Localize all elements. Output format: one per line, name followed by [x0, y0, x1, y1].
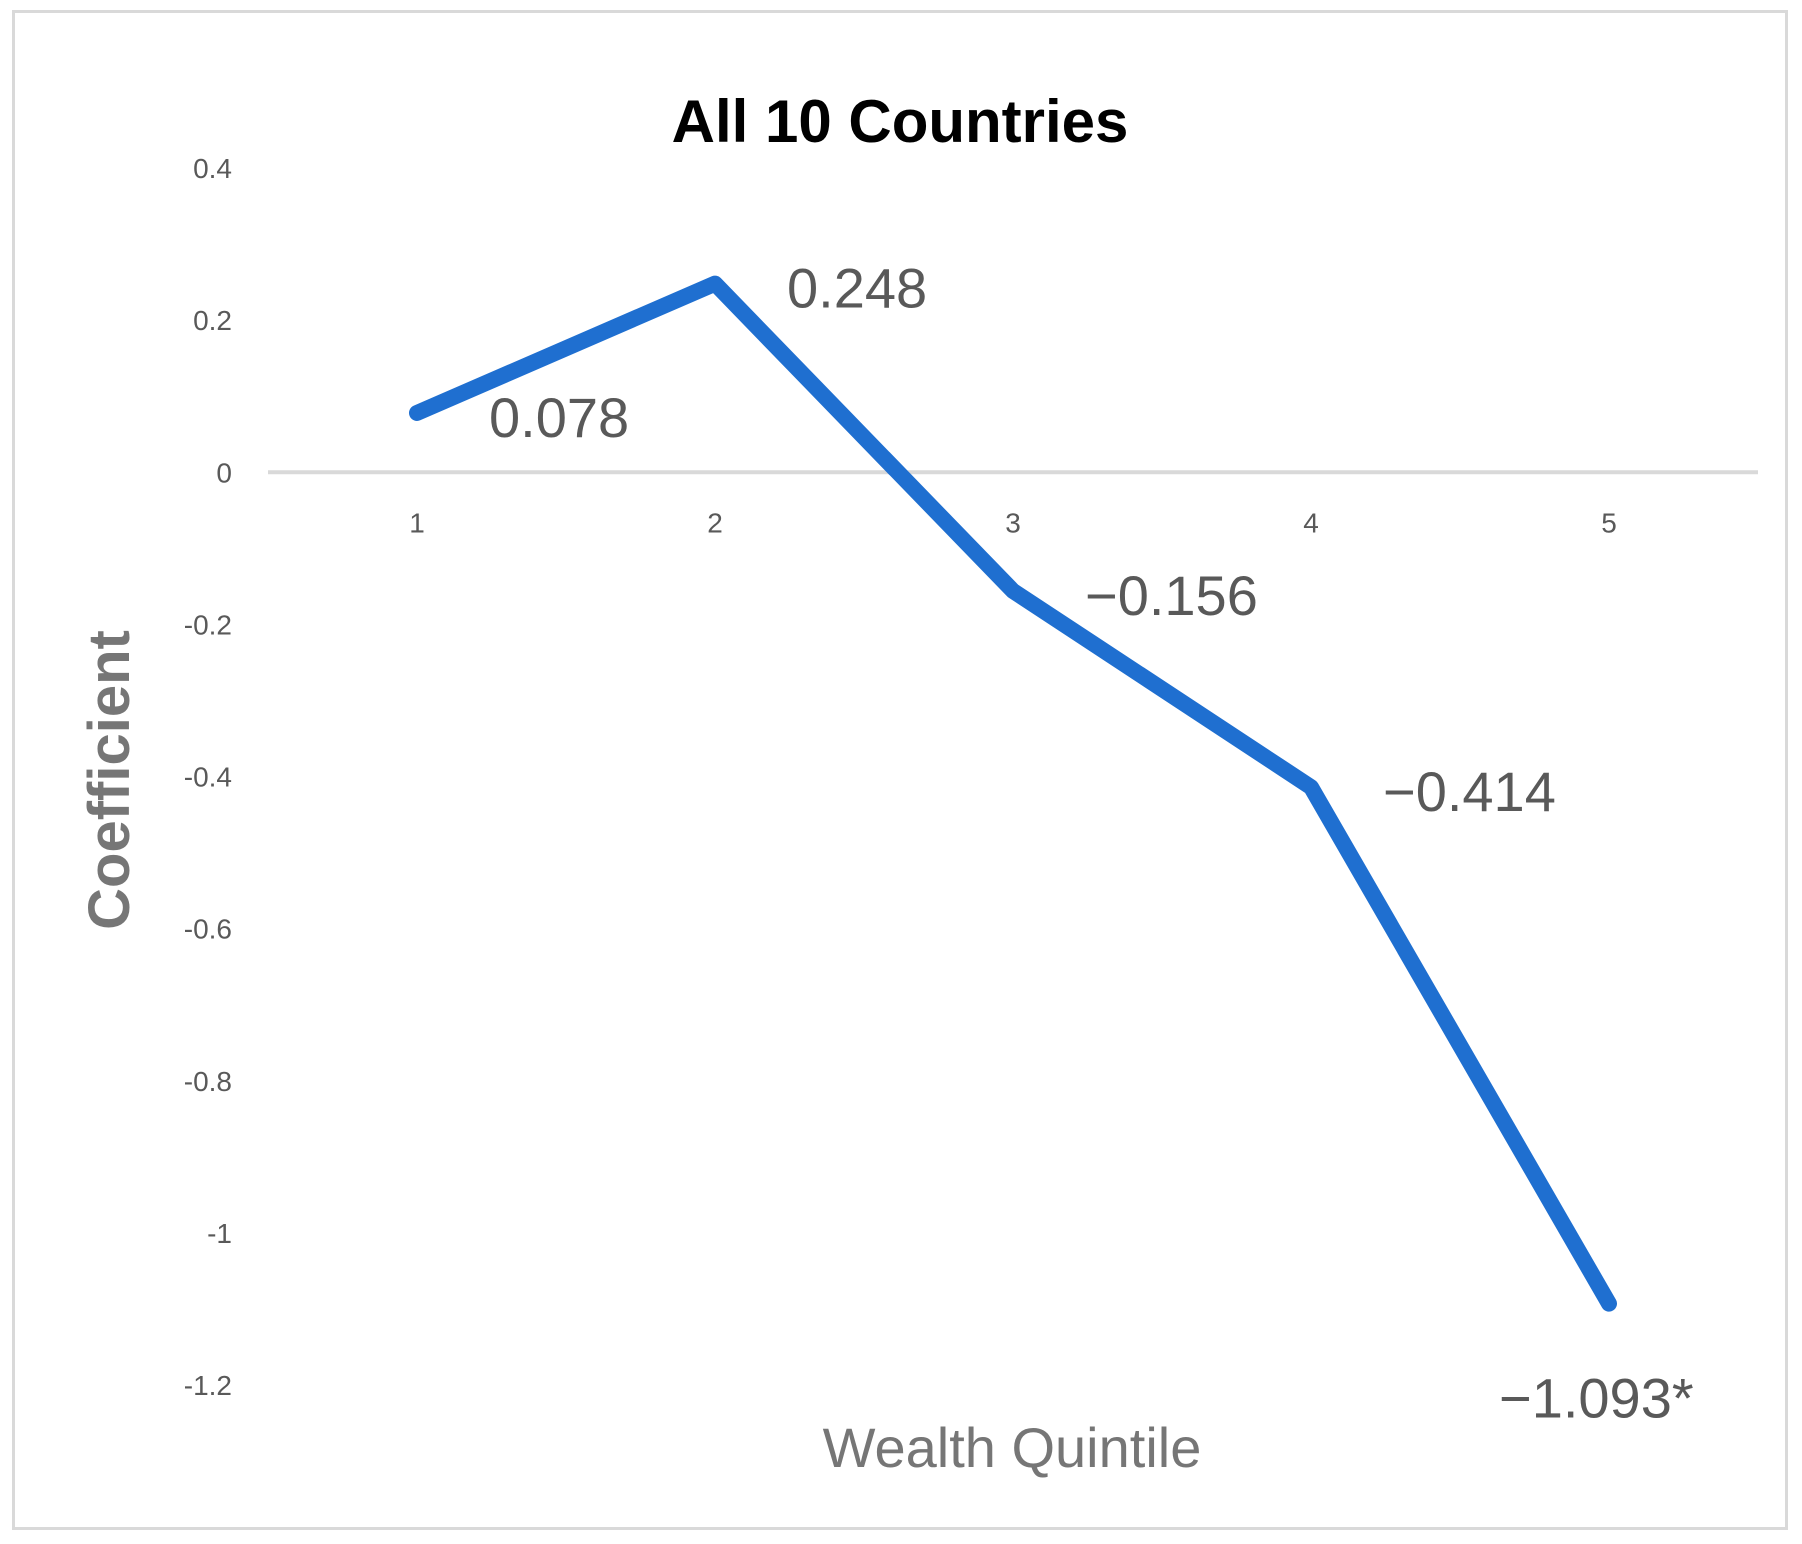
data-label: 0.078 — [489, 386, 629, 449]
y-tick-label: 0 — [216, 457, 232, 488]
y-tick-label: 0.4 — [193, 153, 232, 184]
x-tick-label: 4 — [1303, 507, 1319, 538]
data-label: −1.093* — [1499, 1367, 1694, 1430]
x-tick-label: 3 — [1005, 507, 1021, 538]
x-tick-label: 5 — [1601, 507, 1617, 538]
y-tick-label: 0.2 — [193, 305, 232, 336]
y-axis-ticks: 0.4 0.2 0 -0.2 -0.4 -0.6 -0.8 -1 -1.2 — [184, 153, 232, 1401]
y-tick-label: -0.2 — [184, 609, 232, 640]
y-tick-label: -1 — [207, 1218, 232, 1249]
x-tick-label: 1 — [409, 507, 425, 538]
x-tick-label: 2 — [707, 507, 723, 538]
x-axis-ticks: 1 2 3 4 5 — [409, 507, 1617, 538]
data-label: −0.414 — [1383, 760, 1556, 823]
data-labels: 0.078 0.248 −0.156 −0.414 −1.093* — [489, 257, 1694, 1430]
x-axis-title: Wealth Quintile — [823, 1416, 1202, 1479]
y-tick-label: -1.2 — [184, 1370, 232, 1401]
data-label: 0.248 — [787, 257, 927, 320]
chart-frame — [12, 10, 1788, 1530]
y-tick-label: -0.4 — [184, 762, 232, 793]
chart-title: All 10 Countries — [672, 88, 1129, 155]
y-tick-label: -0.8 — [184, 1066, 232, 1097]
y-axis-title: Coefficient — [77, 630, 142, 930]
y-tick-label: -0.6 — [184, 914, 232, 945]
series-line — [409, 275, 1617, 1312]
data-label: −0.156 — [1085, 564, 1258, 627]
